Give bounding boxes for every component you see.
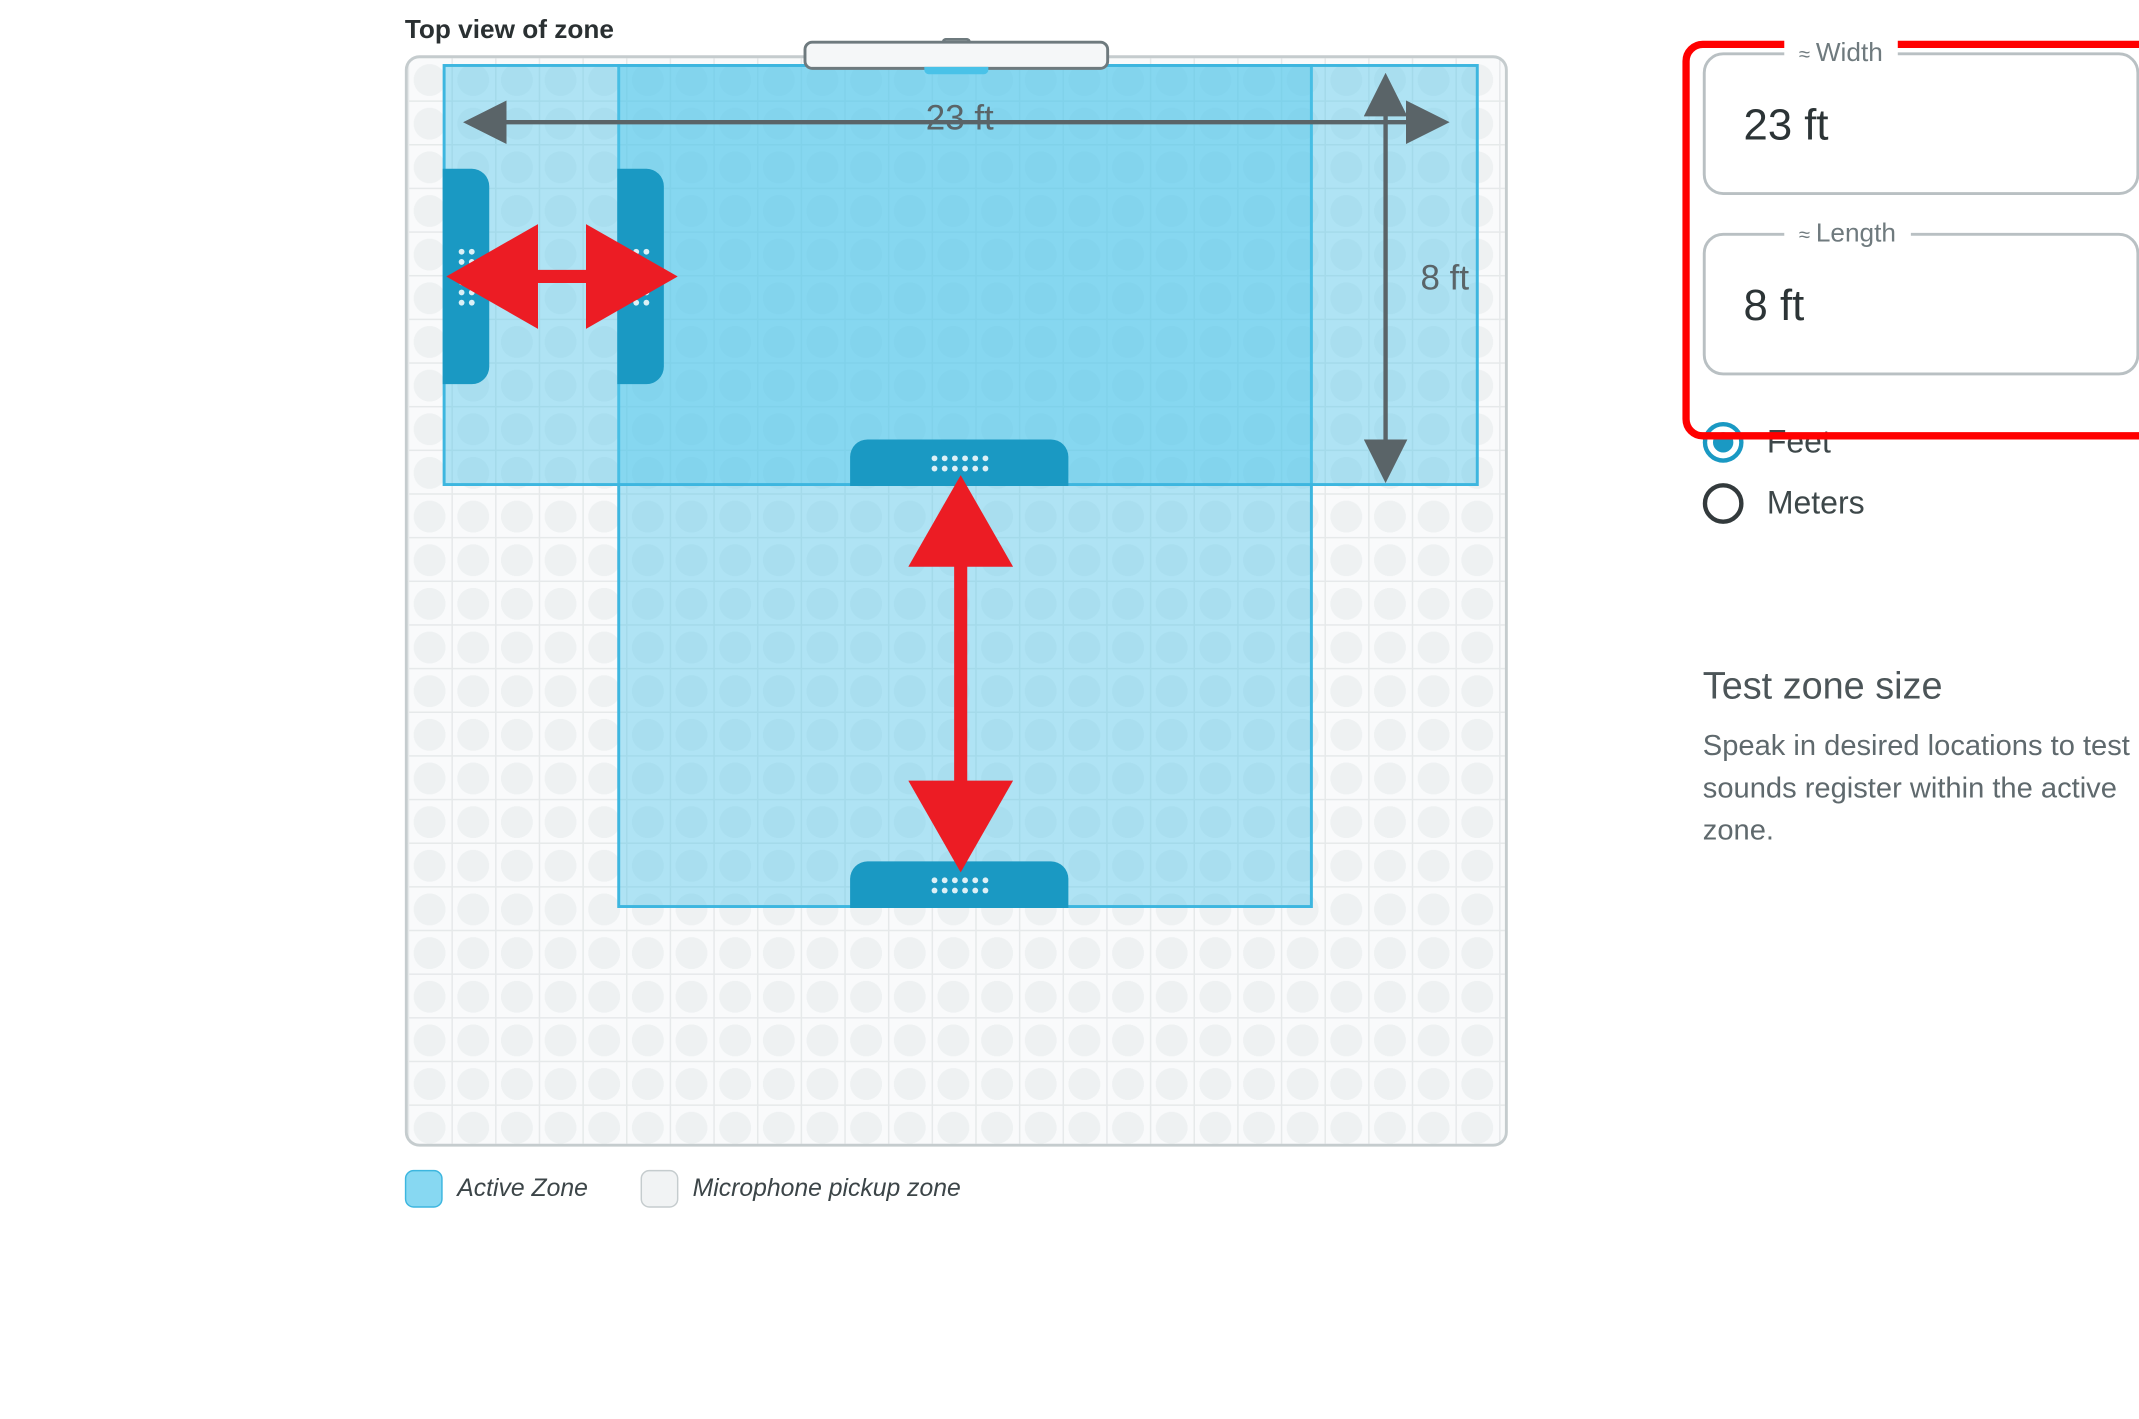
legend-pickup-zone: Microphone pickup zone <box>640 1170 961 1208</box>
pickup-zone-swatch-icon <box>640 1170 678 1208</box>
zone-config-panel: Top view of zone <box>335 0 2139 1419</box>
mic-left-inner <box>617 169 664 384</box>
device-bar-icon <box>803 41 1109 70</box>
approx-icon: ≈ <box>1798 222 1806 245</box>
unit-radio-meters[interactable]: Meters <box>1702 483 2139 524</box>
dim-width-label: 23 ft <box>917 99 1002 140</box>
test-zone-title: Test zone size <box>1702 664 2139 709</box>
legend: Active Zone Microphone pickup zone <box>404 1170 960 1208</box>
unit-feet-label: Feet <box>1766 423 1830 461</box>
zone-diagram[interactable]: 23 ft 8 ft <box>404 55 1507 1146</box>
radio-icon <box>1702 483 1743 524</box>
mic-center <box>850 439 1068 486</box>
mic-left-outer <box>442 169 489 384</box>
legend-active-label: Active Zone <box>457 1174 588 1203</box>
controls-panel: ≈ Width 23 ft ≈ Length 8 ft Feet Meters … <box>1702 52 2139 852</box>
mic-bottom <box>850 861 1068 908</box>
unit-radio-feet[interactable]: Feet <box>1702 422 2139 463</box>
width-field-label: ≈ Width <box>1784 38 1897 69</box>
diagram-container: 23 ft 8 ft <box>404 55 1507 1146</box>
length-field-value: 8 ft <box>1743 282 1804 331</box>
radio-icon <box>1702 422 1743 463</box>
approx-icon: ≈ <box>1798 41 1806 64</box>
width-field[interactable]: ≈ Width 23 ft <box>1702 52 2139 195</box>
legend-pickup-label: Microphone pickup zone <box>692 1174 960 1203</box>
legend-active-zone: Active Zone <box>404 1170 587 1208</box>
length-field-label: ≈ Length <box>1784 218 1910 249</box>
active-zone-swatch-icon <box>404 1170 442 1208</box>
length-field[interactable]: ≈ Length 8 ft <box>1702 233 2139 376</box>
test-zone-description: Speak in desired locations to test if so… <box>1702 726 2139 853</box>
page-title: Top view of zone <box>404 15 613 46</box>
width-field-value: 23 ft <box>1743 102 1828 151</box>
unit-meters-label: Meters <box>1766 485 1864 523</box>
dim-length-label: 8 ft <box>1411 259 1477 300</box>
